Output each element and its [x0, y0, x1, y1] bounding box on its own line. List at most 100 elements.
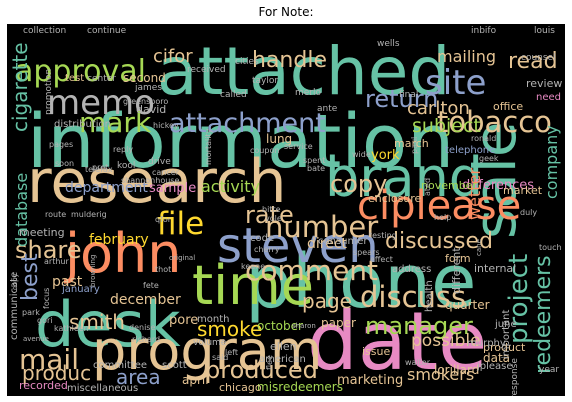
word-mailing-49: mailing [437, 47, 496, 66]
word-return-26: return [365, 85, 438, 113]
word-misredeemers-88: misredeemers [257, 380, 343, 394]
word-bitte-146: bitte [262, 205, 281, 214]
word-qfor-145: qfor [155, 215, 172, 224]
word-need-68: need [536, 92, 561, 103]
word-smokers-51: smokers [407, 365, 474, 384]
word-thot-172: thot [155, 265, 171, 274]
word-information-0: information [27, 99, 454, 185]
word-mark-25: mark [79, 106, 152, 139]
word-wetter-59: wetter [465, 168, 484, 220]
word-route-143: route [45, 210, 66, 219]
word-program-9: program [92, 319, 323, 382]
word-lung-60: lung [266, 132, 292, 146]
word-consumer-74: consumer [318, 236, 368, 247]
word-number-19: number [265, 210, 378, 244]
word-march-62: march [394, 137, 429, 150]
word-date-1: date [307, 295, 487, 388]
word-effect-152: effect [370, 255, 393, 264]
word-kathleen-163: kathleen [54, 324, 89, 333]
word-fete-157: fete [143, 281, 159, 290]
word-promotion-124: promotion [44, 69, 54, 115]
word-possible-50: possible [411, 331, 481, 351]
word-share-30: share [15, 236, 82, 264]
word-cane-176: cane [475, 239, 483, 256]
word-david-64: david [136, 103, 166, 116]
word-pore-95: pore [169, 313, 198, 328]
word-file-18: file [157, 206, 204, 242]
word-ellen-97: ellen [270, 340, 297, 353]
word-smith-31: smith [69, 310, 125, 334]
word-park-162: park [22, 308, 40, 317]
word-handle-27: handle [252, 48, 327, 73]
word-cloud: information date phone research attached desk… [7, 24, 565, 396]
word-ciplease-12: ciplease [357, 183, 521, 229]
word-issue-78: issue [362, 345, 390, 358]
word-product-100: product [483, 341, 526, 354]
word-code-73: code [250, 233, 274, 244]
word-reply-129: reply [113, 145, 133, 154]
word-sale-11: sale [461, 121, 529, 239]
word-arthur-153: arthur [44, 257, 69, 266]
word-site-15: site [425, 63, 486, 103]
word-data-79: data [483, 351, 510, 365]
word-enclosure-72: enclosure [368, 192, 422, 205]
word-important-105: important [501, 310, 512, 359]
word-murphy-102: murphy [467, 338, 506, 349]
word-hickey-126: hickey [153, 121, 179, 130]
word-wells-113: wells [377, 39, 400, 49]
word-shannonhouse-139: shannonhouse [121, 176, 179, 185]
word-miscellaneous-87: miscellaneous [67, 383, 138, 394]
word-wide-134: wide [352, 150, 371, 159]
word-address-82: address [392, 264, 431, 275]
word-bate-141: bate [307, 164, 325, 173]
word-steven-10: steven [217, 218, 379, 274]
word-committee-89: committee [93, 360, 147, 371]
word-drive-131: drive [148, 157, 171, 167]
word-focus-171: focus [42, 288, 51, 309]
word-january-84: january [61, 284, 100, 295]
word-manager-33: manager [365, 312, 473, 340]
word-said-165: said [212, 353, 228, 362]
word-touch-169: touch [539, 243, 562, 252]
word-best-44: best [18, 253, 43, 301]
word-telefax-138: telefax [85, 165, 113, 174]
word-volume-94: volume [193, 338, 227, 348]
word-office-69: office [493, 100, 523, 113]
word-ated-177: ated [423, 178, 432, 196]
word-john-6: john [64, 222, 182, 285]
word-department-45: department [65, 180, 148, 196]
word-original-155: original [169, 254, 195, 262]
word-geek-135: geek [479, 154, 499, 163]
word-spent-140: spent [303, 156, 325, 165]
word-keane-156: keane [241, 262, 265, 271]
word-flee-167: flee [265, 355, 274, 370]
word-past-58: past [52, 274, 83, 290]
word-merlo-120: merlo [295, 88, 322, 98]
word-june-101: june [494, 319, 517, 330]
word-scott-92: scott [162, 360, 187, 371]
word-company-41: company [542, 125, 561, 199]
word-review-67: review [526, 77, 562, 90]
word-subject-39: subject [412, 115, 481, 137]
word-greensboro-125: greensboro [123, 97, 168, 106]
word-york-61: york [371, 148, 400, 163]
word-gori-161: gori [37, 316, 52, 325]
word-help-148: help [434, 213, 451, 222]
word-december-56: december [110, 292, 181, 308]
word-rate-29: rate [245, 201, 294, 229]
word-area-37: area [116, 365, 161, 389]
word-pages-174: pages [49, 140, 73, 149]
word-lorillard-99: lorillard [434, 363, 479, 377]
word-november-63: november [421, 179, 477, 192]
word-mulderig-144: mulderig [71, 210, 107, 219]
word-discussed-34: discussed [385, 229, 493, 254]
word-time-7: time [192, 254, 314, 317]
word-activity-47: activity [201, 177, 260, 196]
word-market-81: market [503, 184, 543, 197]
word-soon-175: soon [55, 159, 74, 168]
word-walter-168: walter [405, 358, 431, 367]
word-response-108: response [510, 358, 520, 396]
word-denise-158: denise [129, 323, 155, 332]
word-paul-128: paul [410, 137, 419, 154]
word-memo-14: memo [47, 83, 155, 123]
